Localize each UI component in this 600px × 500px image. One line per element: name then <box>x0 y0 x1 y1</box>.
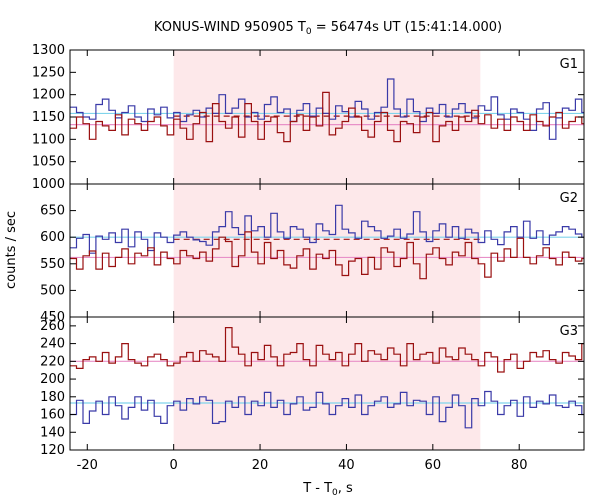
series-red-line <box>70 91 584 143</box>
x-tick-label: 80 <box>511 458 528 473</box>
series-blue-line <box>70 390 584 429</box>
y-tick-label: 220 <box>40 354 65 369</box>
y-tick-label: 140 <box>40 425 65 440</box>
y-tick-label: 1050 <box>32 155 65 170</box>
panel-frame <box>69 316 585 451</box>
y-tick-label: 120 <box>40 443 65 458</box>
panel-label: G3 <box>560 324 578 339</box>
series-red-line <box>70 231 584 280</box>
y-tick-label: 1300 <box>32 43 65 58</box>
y-tick-label: 600 <box>40 230 65 245</box>
x-tick-label: -20 <box>77 458 98 473</box>
y-tick-label: 1150 <box>32 110 65 125</box>
panel-g3: 120 140 160 180 200 220 240 260 G3 <box>40 316 585 458</box>
y-tick-label: 200 <box>40 372 65 387</box>
y-axis-label: counts / sec <box>4 211 19 289</box>
y-tick-label: 240 <box>40 337 65 352</box>
highlight-interval <box>173 184 481 317</box>
y-tick-label: 180 <box>40 390 65 405</box>
chart-title-subscript: 0 <box>306 27 312 37</box>
y-tick-label: 1200 <box>32 88 65 103</box>
highlight-interval <box>173 317 481 450</box>
x-tick-label: 20 <box>252 458 269 473</box>
panel-label: G2 <box>560 191 578 206</box>
y-tick-label: 650 <box>40 204 65 219</box>
x-tick-label: 0 <box>170 458 178 473</box>
panels-group: 1000105011001150120012501300G14505005506… <box>32 43 585 473</box>
y-tick-label: 500 <box>40 283 65 298</box>
x-tick-label: 40 <box>338 458 355 473</box>
x-tick-label: 60 <box>425 458 442 473</box>
x-axis-label-main: T - T <box>302 481 332 496</box>
chart-title: KONUS-WIND 950905 T0 = 56474s UT (15:41:… <box>154 20 502 37</box>
highlight-interval <box>173 50 481 184</box>
chart-title-rest: = 56474s UT (15:41:14.000) <box>312 20 502 35</box>
panel-label: G1 <box>560 57 578 72</box>
y-tick-label: 1000 <box>32 177 65 192</box>
panel-g2: 450 500 550 600 650 G2 <box>40 183 585 325</box>
y-tick-label: 450 <box>40 310 65 325</box>
series-blue-line <box>70 204 584 254</box>
y-tick-label: 260 <box>40 319 65 334</box>
x-axis-label-subscript: 0 <box>332 488 338 498</box>
x-axis-label: T - T0, s <box>302 481 353 498</box>
chart-title-main: KONUS-WIND 950905 T <box>154 20 306 35</box>
y-tick-label: 1100 <box>32 132 65 147</box>
panel-g1: 1000 1050 1100 1150 1200 1250 1300 G1 <box>32 43 585 192</box>
series-red-line <box>70 327 584 373</box>
y-tick-label: 1250 <box>32 65 65 80</box>
y-tick-label: 160 <box>40 408 65 423</box>
y-tick-label: 550 <box>40 257 65 272</box>
x-axis-label-rest: , s <box>338 481 353 496</box>
